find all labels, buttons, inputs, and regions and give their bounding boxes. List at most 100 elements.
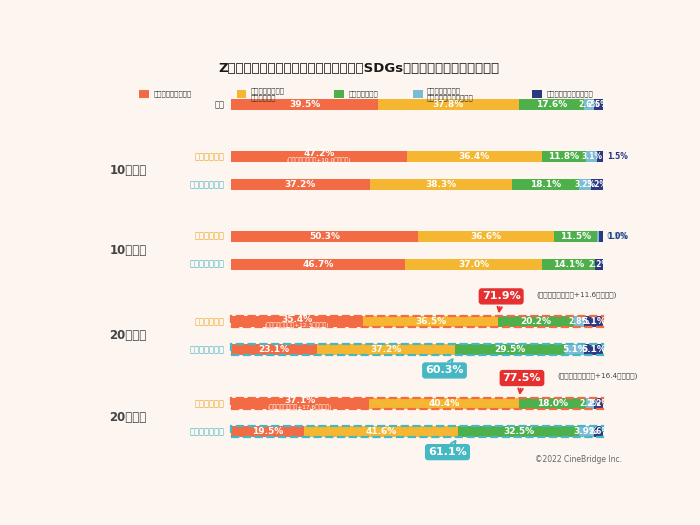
Text: (映画館非利用者比+17.6ポイント): (映画館非利用者比+17.6ポイント) <box>268 404 332 410</box>
FancyBboxPatch shape <box>586 398 594 409</box>
FancyBboxPatch shape <box>231 426 304 437</box>
Text: 3.1%: 3.1% <box>581 152 602 161</box>
Text: どちらかといえば
好感がもてる: どちらかといえば 好感がもてる <box>251 87 285 101</box>
Text: 2.5%: 2.5% <box>588 100 609 109</box>
Text: 3.2%: 3.2% <box>587 180 608 189</box>
FancyBboxPatch shape <box>231 316 363 328</box>
FancyBboxPatch shape <box>598 230 603 242</box>
Text: どちらでもない: どちらでもない <box>349 91 378 97</box>
Text: 60.3%: 60.3% <box>425 359 463 375</box>
Text: 37.8%: 37.8% <box>433 100 464 109</box>
Text: 36.4%: 36.4% <box>458 152 490 161</box>
Text: 映画館利用者: 映画館利用者 <box>195 399 225 408</box>
Text: 35.4%: 35.4% <box>281 314 313 323</box>
Text: (映画館非利用者比+11.6ポイント): (映画館非利用者比+11.6ポイント) <box>536 291 617 298</box>
FancyBboxPatch shape <box>512 179 579 190</box>
Text: 37.2%: 37.2% <box>285 180 316 189</box>
FancyBboxPatch shape <box>519 99 584 110</box>
Text: 39.5%: 39.5% <box>289 100 321 109</box>
FancyBboxPatch shape <box>542 258 595 270</box>
FancyBboxPatch shape <box>586 151 597 162</box>
FancyBboxPatch shape <box>304 426 458 437</box>
FancyBboxPatch shape <box>335 90 344 98</box>
FancyBboxPatch shape <box>231 258 405 270</box>
Text: 映画館非利用者: 映画館非利用者 <box>190 345 225 354</box>
FancyBboxPatch shape <box>584 99 594 110</box>
Text: 好感がもてると思う: 好感がもてると思う <box>153 91 191 97</box>
Text: Z世代の＜映画館利用者／非利用者＞のSDGsへ取り組む企業への好感度: Z世代の＜映画館利用者／非利用者＞のSDGsへ取り組む企業への好感度 <box>218 62 499 76</box>
FancyBboxPatch shape <box>597 230 598 242</box>
Text: (映画館非利用者比+16.4ポイント): (映画館非利用者比+16.4ポイント) <box>557 373 638 380</box>
FancyBboxPatch shape <box>579 179 591 190</box>
FancyBboxPatch shape <box>532 90 542 98</box>
FancyBboxPatch shape <box>237 90 246 98</box>
FancyBboxPatch shape <box>370 179 512 190</box>
Text: (映画館非利用者比+10.0ポイント): (映画館非利用者比+10.0ポイント) <box>287 158 351 163</box>
Text: 映画館非利用者: 映画館非利用者 <box>190 427 225 436</box>
FancyBboxPatch shape <box>594 426 603 437</box>
Text: 50.3%: 50.3% <box>309 232 340 241</box>
Text: 23.1%: 23.1% <box>258 345 290 354</box>
Text: 0.5%: 0.5% <box>607 232 628 241</box>
Text: 好感がもてると思わない: 好感がもてると思わない <box>547 91 593 97</box>
FancyBboxPatch shape <box>231 151 407 162</box>
Text: 77.5%: 77.5% <box>503 373 541 393</box>
Text: 映画館利用者: 映画館利用者 <box>195 232 225 241</box>
Text: 10代男性: 10代男性 <box>110 164 147 177</box>
FancyBboxPatch shape <box>591 179 603 190</box>
Text: 2.6%: 2.6% <box>588 427 609 436</box>
FancyBboxPatch shape <box>231 398 369 409</box>
FancyBboxPatch shape <box>378 99 519 110</box>
Text: ©2022 CineBridge Inc.: ©2022 CineBridge Inc. <box>535 455 622 464</box>
FancyBboxPatch shape <box>405 258 542 270</box>
Text: 2.2%: 2.2% <box>588 399 609 408</box>
FancyBboxPatch shape <box>579 426 594 437</box>
Text: 32.5%: 32.5% <box>503 427 534 436</box>
FancyBboxPatch shape <box>369 398 519 409</box>
FancyBboxPatch shape <box>231 230 418 242</box>
FancyBboxPatch shape <box>597 151 603 162</box>
Text: 11.8%: 11.8% <box>548 152 580 161</box>
FancyBboxPatch shape <box>498 316 573 328</box>
Text: 映画館非利用者: 映画館非利用者 <box>190 260 225 269</box>
FancyBboxPatch shape <box>231 99 378 110</box>
Text: 14.1%: 14.1% <box>553 260 584 269</box>
FancyBboxPatch shape <box>317 344 455 355</box>
Text: 20代女性: 20代女性 <box>110 411 147 424</box>
Text: 2.2%: 2.2% <box>588 260 609 269</box>
Text: 11.5%: 11.5% <box>560 232 591 241</box>
FancyBboxPatch shape <box>584 316 603 328</box>
Text: 3.9%: 3.9% <box>574 427 598 436</box>
Text: 5.1%: 5.1% <box>581 345 606 354</box>
Text: 19.5%: 19.5% <box>252 427 283 436</box>
Text: 47.2%: 47.2% <box>303 149 335 159</box>
FancyBboxPatch shape <box>584 344 603 355</box>
Text: 37.0%: 37.0% <box>458 260 489 269</box>
Text: 2.2%: 2.2% <box>580 399 601 408</box>
Text: 38.3%: 38.3% <box>425 180 456 189</box>
FancyBboxPatch shape <box>554 230 597 242</box>
Text: 5.1%: 5.1% <box>581 318 606 327</box>
FancyBboxPatch shape <box>231 344 317 355</box>
Text: 2.8%: 2.8% <box>568 318 589 327</box>
Text: 20代男性: 20代男性 <box>110 329 147 342</box>
Text: 10代女性: 10代女性 <box>110 244 147 257</box>
FancyBboxPatch shape <box>139 90 149 98</box>
Text: 20.2%: 20.2% <box>521 318 552 327</box>
FancyBboxPatch shape <box>413 90 423 98</box>
Text: 36.6%: 36.6% <box>470 232 502 241</box>
FancyBboxPatch shape <box>594 99 603 110</box>
Text: 37.1%: 37.1% <box>285 396 316 405</box>
Text: 映画館非利用者: 映画館非利用者 <box>190 180 225 189</box>
Text: 18.0%: 18.0% <box>537 399 568 408</box>
FancyBboxPatch shape <box>594 398 603 409</box>
Text: 41.6%: 41.6% <box>365 427 397 436</box>
Text: 1.5%: 1.5% <box>607 152 628 161</box>
FancyBboxPatch shape <box>363 316 498 328</box>
Text: 29.5%: 29.5% <box>494 345 526 354</box>
Text: (映画館非利用者比+12.3ポイント): (映画館非利用者比+12.3ポイント) <box>265 323 330 328</box>
FancyBboxPatch shape <box>418 230 554 242</box>
Text: 36.5%: 36.5% <box>415 318 446 327</box>
FancyBboxPatch shape <box>231 179 370 190</box>
Text: 1.0%: 1.0% <box>607 232 628 241</box>
